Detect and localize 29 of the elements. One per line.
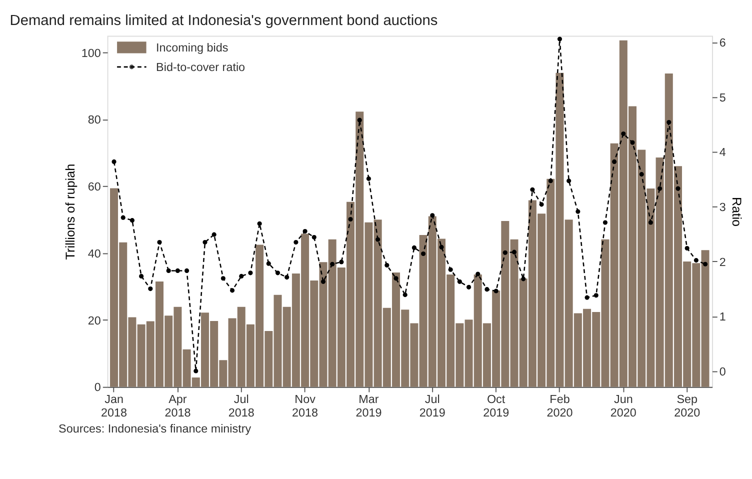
x-tick-label: Jun 2020 <box>610 392 637 420</box>
y-tick-label: 20 <box>88 314 102 328</box>
legend-label: Bid-to-cover ratio <box>156 60 246 74</box>
y2-tick-label: 4 <box>719 146 726 160</box>
y-tick-label: 0 <box>94 381 102 394</box>
y-tick-label: 40 <box>88 247 102 260</box>
x-tick-label: Jul 2019 <box>419 392 446 420</box>
x-tick-label: Feb 2020 <box>546 392 574 420</box>
y-tick-label: 100 <box>81 46 102 60</box>
y-tick-label: 60 <box>88 180 102 194</box>
legend-label: Incoming bids <box>156 41 228 54</box>
y2-tick-label: 5 <box>719 91 726 104</box>
x-tick-label: Sep 2020 <box>674 392 701 420</box>
y-tick-label: 80 <box>88 114 102 127</box>
y2-axis-title: Ratio <box>730 197 744 227</box>
x-tick-label: Jul 2018 <box>228 392 254 420</box>
x-tick-label: Mar 2019 <box>356 392 382 420</box>
y-axis-title: Trillions of rupiah <box>64 164 78 260</box>
y2-tick-label: 2 <box>719 256 726 269</box>
chart-title: Demand remains limited at Indonesia's government bond auctions <box>10 12 438 29</box>
x-tick-label: Jan 2018 <box>101 392 128 420</box>
x-tick-label: Apr 2018 <box>164 392 191 420</box>
x-tick-label: Nov 2018 <box>292 392 318 420</box>
y2-tick-label: 0 <box>719 365 726 378</box>
y2-tick-label: 1 <box>719 310 726 324</box>
x-tick-label: Oct 2019 <box>483 392 510 420</box>
y2-tick-label: 3 <box>719 201 726 214</box>
y2-tick-label: 6 <box>719 36 726 50</box>
source-note: Sources: Indonesia's finance ministry <box>58 422 252 436</box>
